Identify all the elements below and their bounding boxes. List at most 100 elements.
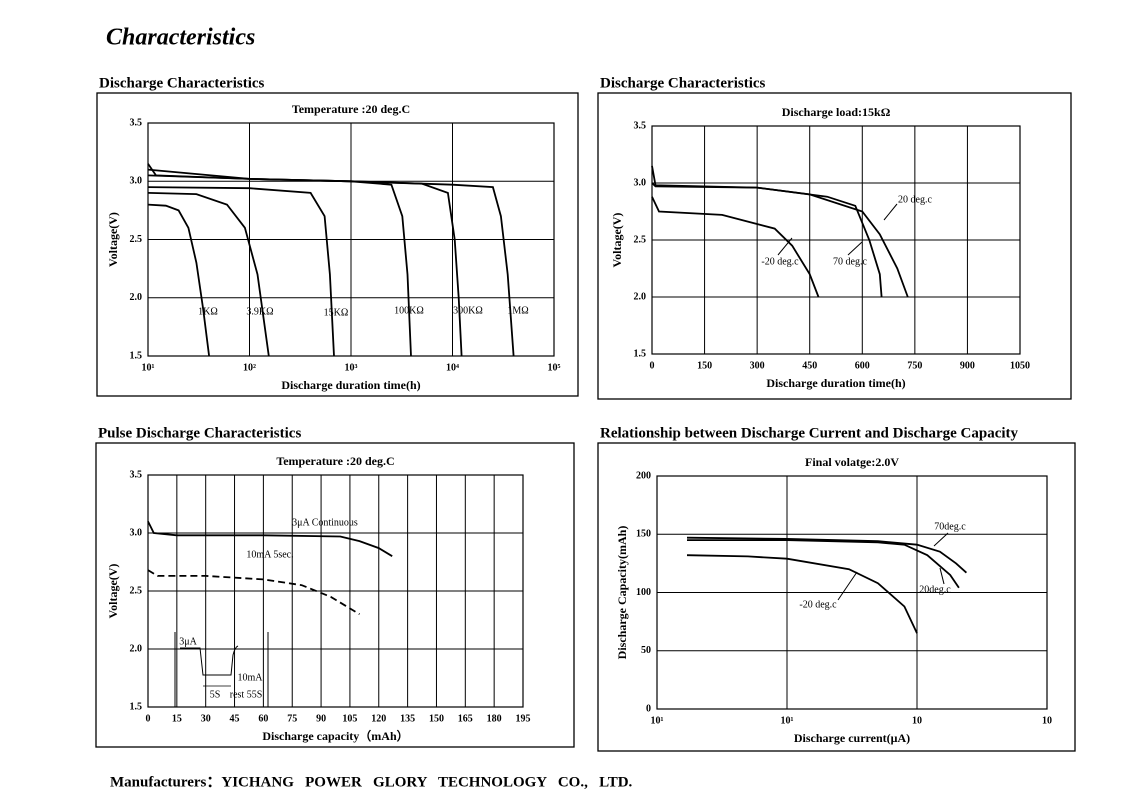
x-tick-label: 105 bbox=[342, 713, 357, 724]
inset-label: 5S bbox=[210, 689, 221, 700]
chart-panel: Discharge Characteristics Discharge load:… bbox=[597, 75, 1072, 400]
y-tick-label: 2.0 bbox=[634, 291, 647, 302]
y-tick-label: 2.5 bbox=[130, 585, 143, 596]
y-tick-label: 1.5 bbox=[130, 350, 143, 361]
data-line bbox=[687, 539, 960, 589]
x-axis-label: Discharge duration time(h) bbox=[281, 378, 420, 392]
x-tick-label: 10¹ bbox=[651, 715, 664, 726]
y-axis-label: Voltage(V) bbox=[610, 213, 624, 268]
chart-title: Pulse Discharge Characteristics bbox=[98, 425, 301, 441]
y-tick-label: 3.5 bbox=[130, 469, 143, 480]
x-tick-label: 180 bbox=[487, 713, 502, 724]
x-tick-label: 0 bbox=[650, 360, 655, 371]
x-tick-label: 0 bbox=[146, 713, 151, 724]
x-tick-label: 150 bbox=[429, 713, 444, 724]
x-tick-label: 1050 bbox=[1010, 360, 1030, 371]
series-label: 15KΩ bbox=[324, 307, 349, 318]
x-tick-label: 10¹ bbox=[142, 362, 155, 373]
series-label: 10mA 5sec. bbox=[246, 549, 293, 560]
y-tick-label: 2.0 bbox=[130, 643, 143, 654]
x-tick-label: 900 bbox=[960, 360, 975, 371]
plot-frame bbox=[651, 125, 1021, 355]
data-line bbox=[651, 165, 909, 298]
data-line bbox=[147, 186, 335, 357]
data-line bbox=[147, 192, 270, 357]
x-tick-label: 10³ bbox=[345, 362, 358, 373]
y-tick-label: 200 bbox=[636, 470, 651, 481]
plot-frame bbox=[147, 474, 524, 708]
series-label: 100KΩ bbox=[394, 305, 424, 316]
x-tick-label: 90 bbox=[316, 713, 326, 724]
x-axis-label: Discharge duration time(h) bbox=[766, 376, 905, 390]
chart-title: Discharge Characteristics bbox=[600, 75, 766, 91]
data-line bbox=[686, 536, 968, 574]
series-label: 300KΩ bbox=[453, 305, 483, 316]
y-tick-label: 2.5 bbox=[634, 234, 647, 245]
x-tick-label: 10 bbox=[1042, 715, 1052, 726]
y-tick-label: 1.5 bbox=[130, 701, 143, 712]
annotation-arrow bbox=[883, 203, 898, 221]
x-tick-label: 30 bbox=[201, 713, 211, 724]
y-tick-label: 3.0 bbox=[634, 177, 647, 188]
series-label: -20 deg.c bbox=[761, 256, 799, 267]
x-tick-label: 150 bbox=[697, 360, 712, 371]
y-tick-label: 1.5 bbox=[634, 348, 647, 359]
inset-pulse bbox=[180, 645, 239, 676]
x-tick-label: 300 bbox=[750, 360, 765, 371]
chart-title: Relationship between Discharge Current a… bbox=[600, 425, 1019, 441]
x-axis-label: Discharge current(μA) bbox=[794, 731, 910, 745]
series-label: 3μA Continuous bbox=[292, 517, 358, 528]
x-tick-label: 60 bbox=[258, 713, 268, 724]
y-tick-label: 3.5 bbox=[130, 117, 143, 128]
x-tick-label: 450 bbox=[802, 360, 817, 371]
chart-panel: Relationship between Discharge Current a… bbox=[597, 425, 1076, 752]
chart-subtitle: Discharge load:15kΩ bbox=[782, 105, 891, 119]
data-line bbox=[147, 520, 393, 557]
series-label: 3.9KΩ bbox=[246, 306, 273, 317]
annotation-arrow bbox=[837, 571, 858, 601]
annotation-arrow bbox=[777, 237, 793, 256]
footer: Manufacturers：YICHANG POWER GLORY TECHNO… bbox=[110, 774, 633, 790]
annotation-arrow bbox=[939, 567, 945, 585]
plot-frame bbox=[147, 122, 555, 357]
y-tick-label: 3.0 bbox=[130, 527, 143, 538]
y-tick-label: 150 bbox=[636, 529, 651, 540]
panel-frame bbox=[96, 92, 579, 397]
y-axis-label: Voltage(V) bbox=[106, 564, 120, 619]
data-line bbox=[147, 168, 463, 357]
panel-frame bbox=[597, 442, 1076, 752]
x-axis-label: Discharge capacity（mAh） bbox=[262, 728, 408, 743]
x-tick-label: 165 bbox=[458, 713, 473, 724]
y-tick-label: 2.0 bbox=[130, 292, 143, 303]
series-label: 70deg.c bbox=[934, 521, 966, 532]
x-tick-label: 10 bbox=[912, 715, 922, 726]
chart-title: Discharge Characteristics bbox=[99, 75, 265, 91]
inset-label: 3μA bbox=[179, 636, 197, 647]
y-tick-label: 2.5 bbox=[130, 234, 143, 245]
x-tick-label: 10¹ bbox=[781, 715, 794, 726]
x-tick-label: 600 bbox=[855, 360, 870, 371]
data-line bbox=[147, 174, 515, 357]
chart-subtitle: Temperature :20 deg.C bbox=[292, 102, 410, 116]
y-tick-label: 3.0 bbox=[130, 176, 143, 187]
y-tick-label: 50 bbox=[641, 645, 651, 656]
data-line bbox=[686, 554, 918, 634]
y-tick-label: 3.5 bbox=[634, 120, 647, 131]
x-tick-label: 45 bbox=[230, 713, 240, 724]
data-line bbox=[651, 196, 820, 298]
chart-panel: Pulse Discharge Characteristics Temperatu… bbox=[95, 425, 575, 748]
x-tick-label: 75 bbox=[287, 713, 297, 724]
y-axis-label: Discharge Capacity(mAh) bbox=[615, 526, 629, 660]
series-label: 70 deg.c bbox=[833, 256, 867, 267]
annotation-arrow bbox=[933, 532, 949, 547]
y-tick-label: 0 bbox=[646, 703, 651, 714]
x-tick-label: 120 bbox=[371, 713, 386, 724]
inset-label: rest 55S bbox=[230, 689, 263, 700]
x-tick-label: 10² bbox=[243, 362, 256, 373]
series-label: 1MΩ bbox=[507, 305, 528, 316]
x-tick-label: 135 bbox=[400, 713, 415, 724]
page-title: Characteristics bbox=[106, 25, 255, 51]
x-tick-label: 10⁵ bbox=[548, 362, 561, 373]
